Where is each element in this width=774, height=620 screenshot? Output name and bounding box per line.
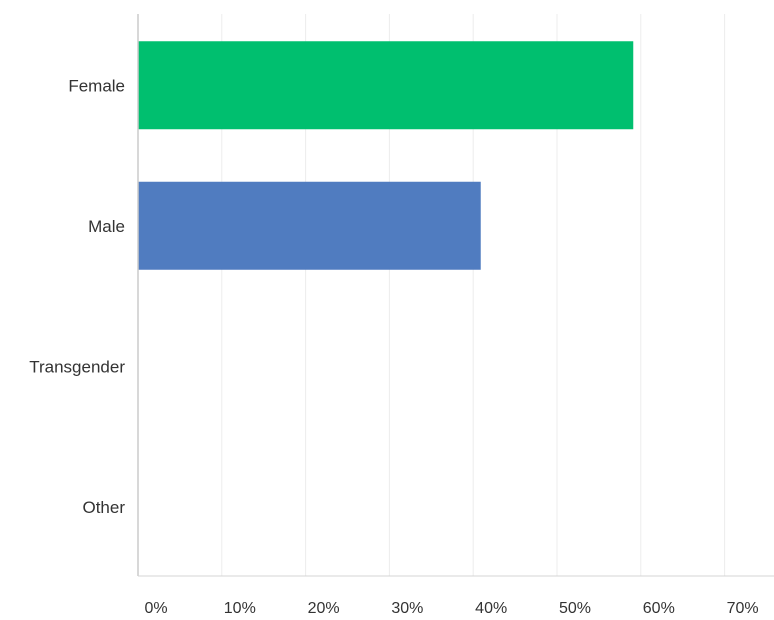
x-tick-labels: 0% 10% 20% 30% 40% 50% 60% 70% (144, 600, 758, 617)
x-tick-label: 10% (224, 600, 256, 617)
x-tick-label: 30% (391, 600, 423, 617)
bar-female (138, 41, 634, 130)
x-tick-label: 0% (144, 600, 167, 617)
category-label-male: Male (88, 217, 125, 236)
category-label-transgender: Transgender (29, 357, 125, 376)
x-tick-label: 70% (727, 600, 759, 617)
x-tick-label: 20% (308, 600, 340, 617)
bar-male (138, 181, 481, 270)
bars (138, 41, 634, 270)
category-label-other: Other (82, 498, 125, 517)
x-tick-label: 50% (559, 600, 591, 617)
category-labels: Female Male Transgender Other (29, 76, 125, 517)
category-label-female: Female (68, 76, 125, 95)
x-tick-label: 60% (643, 600, 675, 617)
x-tick-label: 40% (475, 600, 507, 617)
